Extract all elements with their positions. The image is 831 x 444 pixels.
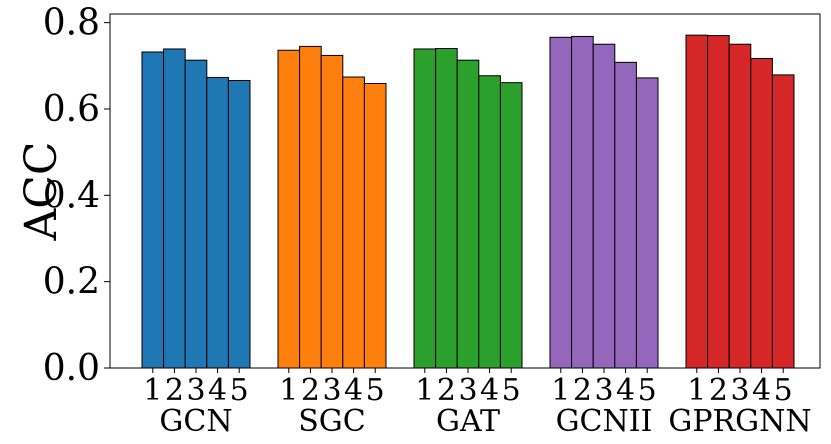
bar-sgc-4 bbox=[342, 76, 365, 369]
x-tick-label: 4 bbox=[480, 373, 499, 408]
bar-sgc-1 bbox=[277, 49, 301, 369]
y-axis-label: ACC bbox=[16, 141, 67, 241]
bar-gat-5 bbox=[499, 82, 523, 369]
x-tick-label: 1 bbox=[551, 373, 570, 408]
bar-gcn-1 bbox=[141, 51, 165, 369]
bar-gat-3 bbox=[456, 59, 480, 369]
x-tick-label: 1 bbox=[279, 373, 298, 408]
bar-gcn-4 bbox=[206, 76, 229, 369]
x-tick-label: 1 bbox=[687, 373, 706, 408]
bar-sgc-2 bbox=[299, 45, 322, 369]
y-tick-label: 0.0 bbox=[43, 348, 100, 389]
bar-sgc-5 bbox=[363, 83, 387, 369]
bar-gcnii-3 bbox=[592, 43, 616, 369]
y-tick-label: 0.6 bbox=[43, 89, 100, 130]
bar-gcnii-1 bbox=[549, 36, 573, 369]
x-tick-label: 3 bbox=[730, 373, 749, 408]
x-tick-label: 4 bbox=[208, 373, 227, 408]
x-tick-label: 2 bbox=[573, 373, 592, 408]
bar-gprgnn-3 bbox=[728, 43, 752, 369]
bar-gcnii-5 bbox=[635, 77, 659, 369]
group-label-gcn: GCN bbox=[159, 404, 232, 439]
group-label-gprgnn: GPRGNN bbox=[668, 404, 811, 439]
y-tick-label: 0.8 bbox=[43, 3, 100, 44]
bar-gcnii-4 bbox=[614, 61, 637, 369]
bar-gcn-5 bbox=[227, 79, 251, 369]
bar-gat-1 bbox=[413, 48, 437, 369]
bar-gcn-2 bbox=[163, 48, 186, 369]
y-tick-label: 0.2 bbox=[43, 262, 100, 303]
x-tick-label: 3 bbox=[594, 373, 613, 408]
bar-gprgnn-5 bbox=[771, 74, 795, 369]
group-label-sgc: SGC bbox=[298, 404, 365, 439]
plot-frame bbox=[109, 13, 821, 369]
x-tick-label: 4 bbox=[752, 373, 771, 408]
bar-gprgnn-1 bbox=[685, 34, 709, 369]
x-tick-label: 2 bbox=[709, 373, 728, 408]
bar-gprgnn-2 bbox=[707, 35, 730, 369]
x-tick-label: 4 bbox=[616, 373, 635, 408]
bar-sgc-3 bbox=[320, 54, 344, 369]
x-tick-label: 2 bbox=[437, 373, 456, 408]
bar-gprgnn-4 bbox=[750, 57, 773, 369]
x-tick-label: 5 bbox=[230, 373, 249, 408]
x-tick-label: 1 bbox=[415, 373, 434, 408]
bars-layer bbox=[141, 34, 795, 369]
bar-gat-2 bbox=[435, 48, 458, 369]
x-tick-label: 3 bbox=[322, 373, 341, 408]
x-tick-label: 4 bbox=[344, 373, 363, 408]
bar-gcn-3 bbox=[184, 59, 208, 369]
x-tick-label: 5 bbox=[638, 373, 657, 408]
x-tick-label: 5 bbox=[774, 373, 793, 408]
y-tick-label: 0.4 bbox=[43, 175, 100, 216]
x-tick-label: 2 bbox=[165, 373, 184, 408]
bar-gat-4 bbox=[478, 75, 501, 369]
group-label-gcnii: GCNII bbox=[556, 404, 653, 439]
x-tick-label: 2 bbox=[301, 373, 320, 408]
group-label-gat: GAT bbox=[436, 404, 500, 439]
y-axis: 0.0 0.2 0.4 0.6 0.8 bbox=[43, 3, 110, 389]
x-tick-label: 5 bbox=[366, 373, 385, 408]
x-tick-label: 5 bbox=[502, 373, 521, 408]
x-tick-label: 3 bbox=[186, 373, 205, 408]
bar-gcnii-2 bbox=[571, 35, 594, 369]
x-tick-label: 1 bbox=[143, 373, 162, 408]
x-tick-label: 3 bbox=[458, 373, 477, 408]
